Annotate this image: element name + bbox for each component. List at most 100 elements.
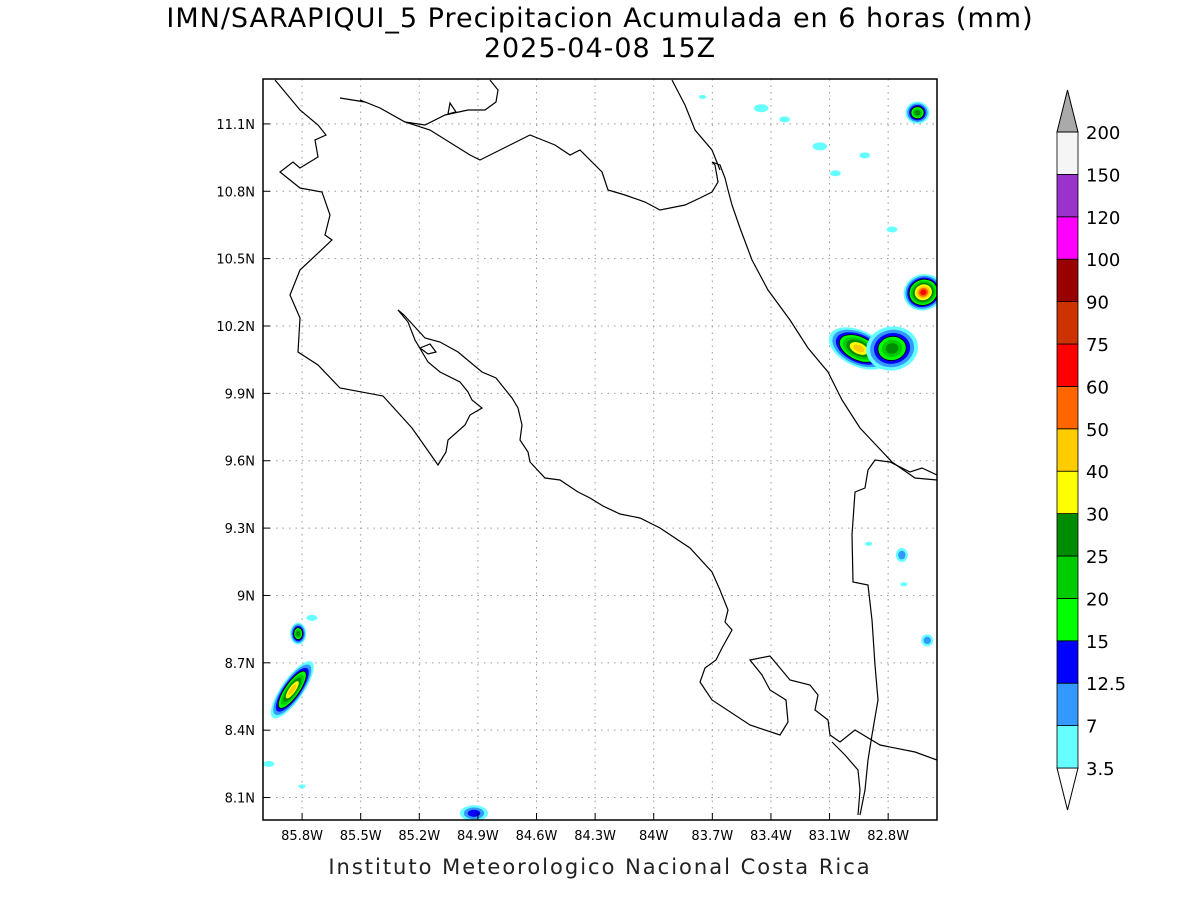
precip-speck	[779, 116, 791, 123]
colorbar-swatch	[1056, 725, 1079, 769]
map-subtitle-date: 2025-04-08 15Z	[483, 33, 717, 64]
precip-speck	[263, 760, 275, 767]
colorbar-legend: 3.5 7 12.5 15 20 25 30 40 50 60 75 90 100 120 150 200	[1056, 89, 1126, 811]
colorbar-swatch	[1056, 513, 1079, 557]
colorbar-label: 100	[1086, 250, 1120, 271]
colorbar-label: 90	[1086, 293, 1109, 314]
plot-frame	[262, 78, 938, 821]
panama-border	[851, 459, 937, 816]
precip-speck	[900, 582, 908, 587]
colorbar-label: 40	[1086, 462, 1109, 483]
lon-tick-label: 84.9W	[457, 829, 499, 844]
lat-tick-label: 10.8N	[216, 185, 255, 200]
precip-cell	[270, 661, 314, 719]
colorbar-label: 150	[1086, 165, 1120, 186]
precip-contour	[914, 110, 921, 116]
precip-contour	[853, 344, 865, 353]
precip-speck	[865, 541, 873, 546]
colorbar-label: 75	[1086, 335, 1109, 356]
colorbar-label: 120	[1086, 208, 1120, 229]
colorbar-label: 200	[1086, 123, 1120, 144]
precip-speck	[812, 142, 827, 151]
lon-tick-label: 84.6W	[516, 829, 558, 844]
precip-speck	[698, 94, 707, 99]
colorbar-label: 50	[1086, 420, 1109, 441]
colorbar-label: 3.5	[1086, 759, 1115, 780]
lon-tick-label: 85.8W	[281, 829, 323, 844]
precip-contour	[920, 289, 927, 296]
precipitation-field	[263, 94, 937, 820]
precip-cell	[905, 101, 930, 124]
colorbar-swatch	[1056, 343, 1079, 387]
precip-contour	[288, 684, 297, 696]
precip-cell	[866, 326, 918, 371]
precip-contour	[296, 630, 301, 637]
colorbar-label: 15	[1086, 632, 1109, 653]
lat-tick-label: 11.1N	[216, 118, 255, 133]
colorbar-swatch	[1056, 470, 1079, 515]
precip-contour	[898, 550, 906, 560]
colorbar-swatch	[1056, 173, 1079, 218]
colorbar-swatch	[1056, 640, 1079, 684]
colorbar-swatch	[1056, 428, 1079, 472]
lon-tick-label: 82.8W	[867, 829, 909, 844]
lat-lon-grid	[263, 79, 937, 820]
precip-cell	[459, 805, 488, 820]
lat-tick-label: 10.5N	[216, 253, 255, 268]
island-gulf-nicoya	[418, 343, 438, 355]
precip-speck	[830, 170, 841, 177]
precip-cell	[921, 634, 934, 647]
precip-speck	[886, 226, 898, 233]
axis-ticks: 11.1N 10.8N 10.5N 10.2N 9.9N 9.6N 9.3N 9N 8.7N 8.…	[216, 118, 909, 844]
colorbar-label: 7	[1086, 717, 1097, 738]
lat-tick-label: 8.1N	[225, 792, 255, 807]
colorbar-swatch	[1056, 555, 1079, 599]
precip-speck	[298, 784, 306, 789]
colorbar-swatch	[1056, 301, 1079, 345]
lon-tick-label: 83.4W	[750, 829, 792, 844]
colorbar-label: 60	[1086, 377, 1109, 398]
colorbar-swatch	[1056, 131, 1079, 175]
nicaragua-lake-shore	[671, 79, 721, 171]
precip-cell	[895, 548, 908, 563]
coastline-pacific	[274, 79, 937, 761]
lon-tick-label: 83.1W	[809, 829, 851, 844]
lat-tick-label: 10.2N	[216, 320, 255, 335]
map-title: IMN/SARAPIQUI_5 Precipitacion Acumulada …	[166, 3, 1034, 34]
colorbar-label: 20	[1086, 589, 1109, 610]
lat-tick-label: 8.7N	[225, 657, 255, 672]
precip-contour	[885, 343, 899, 354]
lon-tick-label: 84.3W	[574, 829, 616, 844]
precip-contour	[923, 636, 931, 645]
precip-cell	[903, 274, 937, 311]
precip-speck	[306, 614, 318, 621]
institution-footer: Instituto Meteorologico Nacional Costa R…	[328, 855, 872, 879]
precip-speck	[859, 152, 871, 159]
coastline-caribbean	[339, 79, 937, 481]
lat-tick-label: 9N	[237, 589, 255, 604]
lat-tick-label: 8.4N	[225, 724, 255, 739]
lat-tick-label: 9.9N	[225, 387, 255, 402]
precip-cell	[290, 622, 307, 645]
coastline	[274, 79, 937, 816]
colorbar-under-arrow	[1056, 767, 1079, 811]
colorbar-label: 25	[1086, 547, 1109, 568]
colorbar-swatch	[1056, 216, 1079, 260]
colorbar-over-arrow	[1056, 89, 1079, 133]
lon-tick-label: 85.5W	[340, 829, 382, 844]
colorbar-label: 30	[1086, 505, 1109, 526]
colorbar-label: 12.5	[1086, 674, 1126, 695]
lon-tick-label: 83.7W	[691, 829, 733, 844]
colorbar-swatch	[1056, 598, 1079, 642]
precip-speck	[753, 104, 769, 113]
lon-tick-label: 85.2W	[398, 829, 440, 844]
precip-contour	[467, 809, 481, 817]
island-lake-nicaragua	[447, 101, 457, 115]
lon-tick-label: 84W	[639, 829, 669, 844]
border-south-loop	[831, 741, 861, 816]
lat-tick-label: 9.3N	[225, 522, 255, 537]
lat-tick-label: 9.6N	[225, 455, 255, 470]
colorbar-swatch	[1056, 258, 1079, 303]
colorbar-swatch	[1056, 682, 1079, 727]
